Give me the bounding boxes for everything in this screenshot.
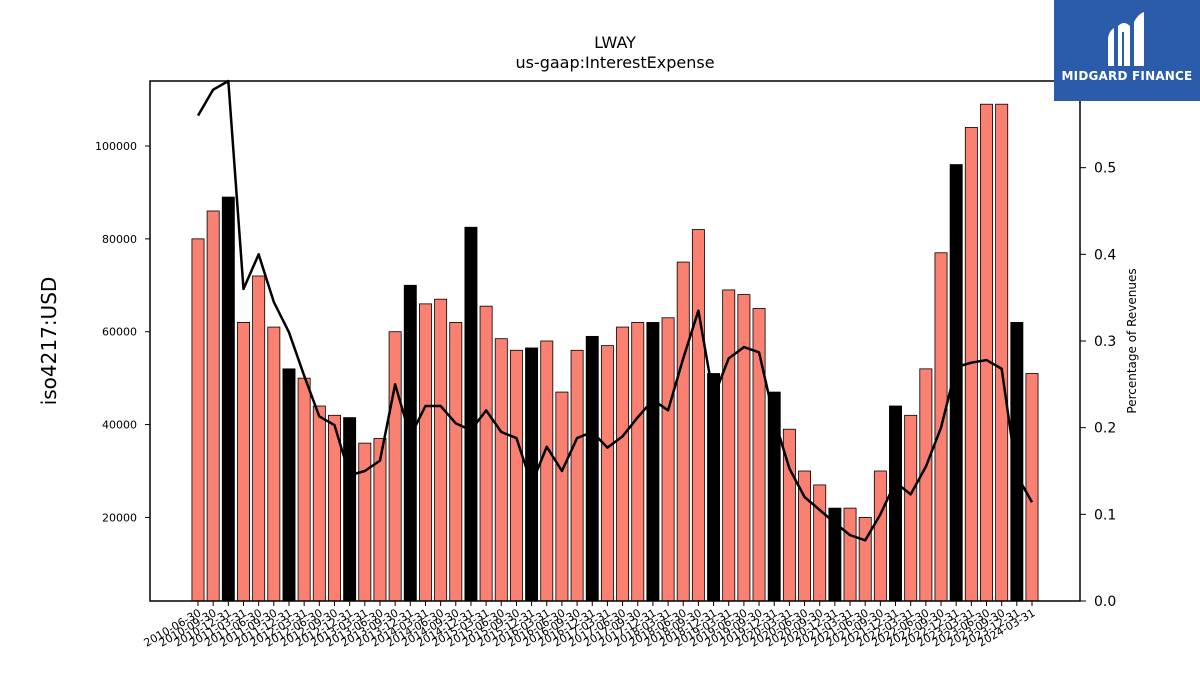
line-layer [196, 79, 1034, 542]
chart-title: LWAY [594, 33, 636, 52]
bar-2017-12-31 [646, 322, 660, 602]
bar-2014-03-31 [418, 303, 432, 602]
bar-2017-06-30 [616, 326, 630, 602]
bar-2011-06-30 [252, 275, 266, 602]
bar-2018-12-31 [707, 373, 721, 602]
midgard-finance-logo: MIDGARD FINANCE [1054, 0, 1200, 101]
bar-2010-12-31 [221, 196, 235, 602]
x-axis: 2010-06-302010-09-302010-12-312011-03-31… [142, 601, 1038, 650]
bar-2022-06-30 [919, 368, 933, 602]
bar-2016-09-30 [570, 349, 584, 602]
bars-layer [191, 103, 1039, 602]
bar-2021-12-31 [889, 405, 902, 602]
ytick-label-100000: 100000 [95, 140, 137, 153]
ratio-line [196, 79, 1034, 542]
bar-2011-03-31 [237, 322, 250, 602]
bar-2021-03-31 [843, 507, 857, 602]
bar-2015-06-30 [494, 338, 508, 602]
y2-axis-label: Percentage of Revenues [1125, 268, 1139, 413]
y-axis-right: 0.00.10.20.30.40.50.6 [1080, 74, 1116, 610]
ytick-label-20000: 20000 [102, 511, 137, 524]
bar-2013-09-30 [388, 331, 402, 602]
chart-subtitle: us-gaap:InterestExpense [515, 53, 714, 72]
bar-2021-06-30 [858, 517, 872, 602]
y2tick-label-0.1: 0.1 [1094, 507, 1116, 523]
bar-2016-12-31 [585, 335, 599, 602]
bar-2015-03-31 [479, 305, 493, 602]
midgard-logo-icon [1108, 12, 1144, 66]
bar-2020-09-30 [813, 484, 827, 602]
bar-2019-03-31 [722, 289, 736, 602]
logo-text: MIDGARD FINANCE [1061, 69, 1193, 83]
y-axis-label: iso4217:USD [37, 277, 61, 406]
ytick-label-60000: 60000 [102, 326, 137, 339]
bar-2018-03-31 [661, 317, 675, 602]
y2tick-label-0.3: 0.3 [1094, 334, 1116, 350]
y2tick-label-0.2: 0.2 [1094, 421, 1116, 437]
bar-2023-12-31 [1010, 322, 1024, 602]
bar-2023-09-30 [995, 103, 1009, 602]
ytick-label-40000: 40000 [102, 419, 137, 432]
bar-2024-03-31 [1025, 373, 1039, 602]
bar-2012-06-30 [312, 405, 326, 602]
bar-2018-09-30 [691, 229, 705, 602]
bar-2021-09-30 [873, 470, 887, 602]
bar-2013-12-31 [403, 284, 417, 602]
y2tick-label-0.4: 0.4 [1094, 247, 1116, 263]
bar-2018-06-30 [676, 261, 690, 602]
bar-2015-09-30 [509, 349, 523, 602]
bar-2014-12-31 [464, 226, 478, 602]
bar-2017-03-31 [600, 345, 614, 602]
bar-2010-09-30 [206, 210, 220, 602]
bar-2023-06-30 [980, 103, 993, 602]
bar-2010-06-30 [191, 238, 205, 602]
bar-2016-06-30 [555, 391, 569, 602]
bar-2014-06-30 [434, 298, 448, 602]
bar-2011-09-30 [267, 326, 281, 602]
bar-2012-12-31 [343, 417, 357, 602]
bar-2012-03-31 [297, 377, 311, 602]
bar-2011-12-31 [282, 368, 296, 602]
y2tick-label-0: 0.0 [1094, 594, 1116, 610]
bar-2016-03-31 [540, 340, 554, 602]
y2tick-label-0.5: 0.5 [1094, 161, 1116, 177]
bar-2014-09-30 [449, 322, 463, 602]
bar-2022-03-31 [904, 414, 918, 602]
bar-2017-09-30 [631, 322, 645, 602]
y-axis-left: 20000 40000 60000 80000 100000 [95, 140, 150, 524]
bar-2019-12-31 [767, 391, 781, 602]
ytick-label-80000: 80000 [102, 233, 137, 246]
bar-2019-06-30 [737, 294, 751, 602]
